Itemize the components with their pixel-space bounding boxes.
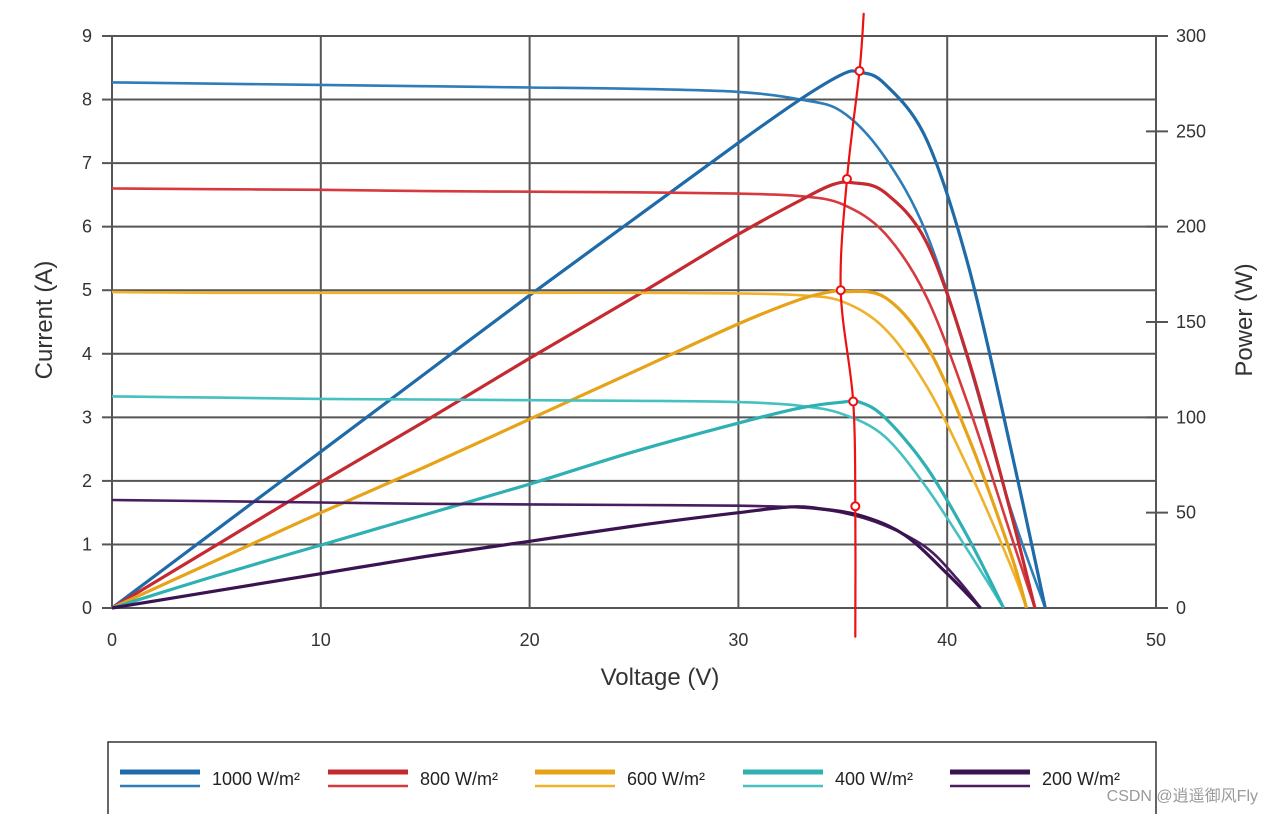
legend-label: 1000 W/m² [212,769,300,789]
y-left-tick-label: 7 [82,153,92,173]
pv-curve-4 [111,505,982,610]
legend: 1000 W/m² 800 W/m² 600 W/m² 400 W/m² 200 W/m… [107,741,1157,814]
y-left-tick-label: 0 [82,598,92,618]
y-right-tick-label: 100 [1176,407,1206,427]
x-tick-label: 30 [728,630,748,650]
legend-label: 600 W/m² [627,769,705,789]
y-right-tick-label: 300 [1176,26,1206,46]
y-left-tick-label: 9 [82,26,92,46]
y-left-tick-label: 8 [82,90,92,110]
y-right-tick-label: 250 [1176,121,1206,141]
iv-curve-3 [111,395,1005,609]
annotation-marker [835,285,846,296]
annotation-marker [841,174,852,184]
y-left-tick-label: 6 [82,217,92,237]
y-left-tick-label: 5 [82,280,92,300]
annotation-marker [848,396,859,407]
x-axis-title: Voltage (V) [601,664,720,691]
pv-curve-3 [111,399,1006,610]
annotation-marker [854,65,865,76]
axes: 0 10 20 30 40 50 0 1 2 3 4 5 6 7 8 9 0 50 100 150 200 250 300 [82,26,1206,650]
legend-label: 800 W/m² [420,769,498,789]
iv-curve-2 [111,290,1028,609]
x-tick-label: 50 [1146,630,1166,650]
pv-curve-0 [111,69,1047,610]
y-right-tick-label: 200 [1176,217,1206,237]
y-left-tick-label: 3 [82,407,92,427]
iv-curve-1 [111,187,1037,609]
annotation-line [839,12,865,638]
y-axis-left-title: Current (A) [31,261,58,380]
watermark-text: CSDN @逍遥御风Fly [1106,788,1258,805]
iv-curve-0 [111,81,1047,609]
legend-frame [107,741,1157,814]
pv-curve-2 [111,289,1029,610]
x-tick-label: 20 [520,630,540,650]
annotation-marker [850,501,861,512]
series-lines [111,69,1047,610]
plot-frame [111,35,1157,609]
y-right-tick-label: 150 [1176,312,1206,332]
y-axis-right-title: Power (W) [1231,263,1258,376]
iv-curve-4 [111,498,982,609]
annotation [835,12,865,638]
x-tick-label: 10 [311,630,331,650]
pv-curve-1 [111,180,1037,610]
x-tick-label: 0 [107,630,117,650]
x-tick-label: 40 [937,630,957,650]
y-left-tick-label: 2 [82,471,92,491]
y-right-tick-label: 0 [1176,598,1186,618]
y-right-tick-label: 50 [1176,503,1196,523]
y-left-tick-label: 1 [82,534,92,554]
legend-label: 400 W/m² [835,769,913,789]
legend-label: 200 W/m² [1042,769,1120,789]
y-left-tick-label: 4 [82,344,92,364]
